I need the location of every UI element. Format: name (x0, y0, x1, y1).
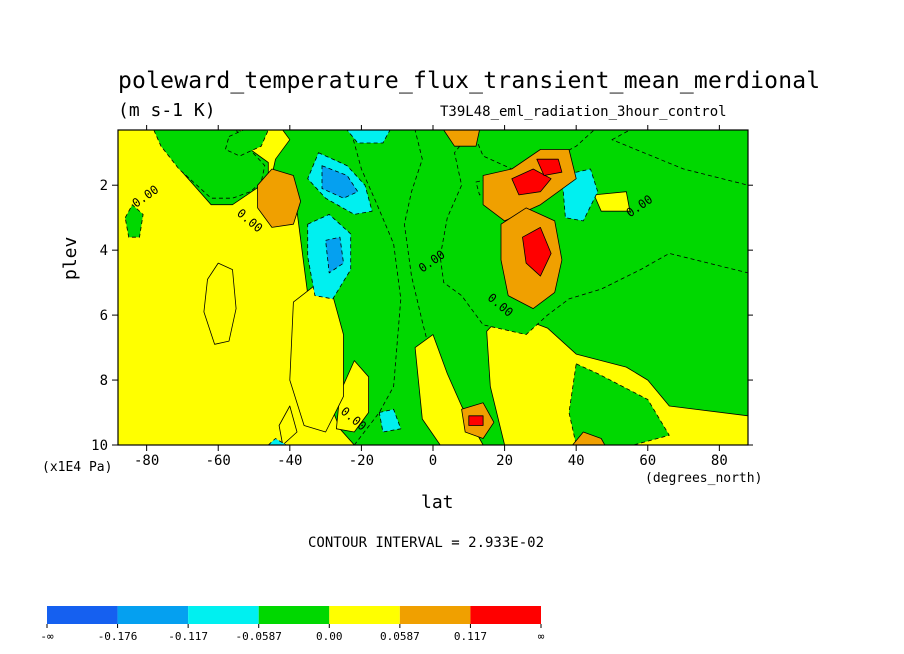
colorbar-label-2: -0.117 (168, 630, 208, 643)
contour-region-14 (593, 191, 631, 212)
y-axis-multiplier: (x1E4 Pa) (42, 460, 113, 475)
contour-region-13 (568, 363, 670, 445)
colorbar-label-7: ∞ (538, 630, 545, 643)
contour-region-6 (335, 360, 370, 433)
contour-region-21 (378, 408, 402, 433)
chart-title: poleward_temperature_flux_transient_mean… (118, 68, 821, 94)
x-tick-label-5: 20 (496, 453, 513, 469)
contour-region-32 (468, 415, 484, 426)
x-tick-label-7: 60 (639, 453, 656, 469)
colorbar-swatch-0 (47, 606, 118, 624)
contour-region-4 (278, 405, 298, 445)
colorbar-label-0: -∞ (40, 630, 54, 643)
y-tick-label-4: 10 (91, 438, 108, 454)
contour-region-3 (203, 262, 237, 345)
x-tick-label-2: -40 (277, 453, 302, 469)
x-axis-units: (degrees_north) (645, 471, 763, 486)
y-tick-label-3: 8 (100, 373, 108, 389)
contour-region-7 (224, 130, 269, 157)
colorbar-swatch-6 (470, 606, 541, 624)
contour-region-12 (611, 130, 748, 186)
x-tick-label-3: -20 (349, 453, 374, 469)
contour-region-10 (486, 311, 748, 445)
colorbar-label-6: 0.117 (454, 630, 487, 643)
y-tick-label-1: 4 (100, 243, 108, 259)
contour-region-30 (522, 226, 552, 277)
contour-region-26 (511, 168, 552, 196)
colorbar-label-3: -0.0587 (236, 630, 282, 643)
colorbar-label-4: 0.00 (316, 630, 343, 643)
colorbar-swatch-2 (188, 606, 259, 624)
colorbar-label-1: -0.176 (98, 630, 138, 643)
contour-region-24 (257, 168, 302, 228)
contour-interval: CONTOUR INTERVAL = 2.933E-02 (308, 535, 545, 551)
colorbar-swatch-3 (258, 606, 330, 624)
colorbar-label-5: 0.0587 (380, 630, 420, 643)
contour-label-6: 0.00 (312, 104, 344, 132)
contour-region-33 (572, 431, 606, 445)
contour-region-17 (321, 165, 359, 199)
contour-region-2 (350, 130, 470, 445)
colorbar-swatch-4 (329, 606, 400, 624)
x-tick-label-4: 0 (429, 453, 437, 469)
x-tick-label-0: -80 (134, 453, 159, 469)
y-tick-label-2: 6 (100, 308, 108, 324)
x-tick-label-8: 80 (711, 453, 728, 469)
contour-region-28 (443, 130, 480, 147)
colorbar-swatch-5 (399, 606, 471, 624)
contour-region-22 (267, 438, 287, 445)
dataset-name: T39L48_eml_radiation_3hour_control (440, 104, 727, 120)
x-tick-label-1: -60 (206, 453, 231, 469)
x-axis-label: lat (421, 492, 454, 513)
contour-fields: 0.000.000.000.000.000.000.00 (118, 104, 748, 445)
contour-region-5 (124, 204, 144, 238)
contour-region-19 (325, 236, 344, 274)
y-tick-label-0: 2 (100, 178, 108, 194)
contour-region-27 (536, 158, 563, 176)
colorbar-swatch-1 (117, 606, 189, 624)
chart-units: (m s-1 K) (118, 100, 216, 121)
contour-region-20 (346, 130, 391, 144)
x-tick-label-6: 40 (568, 453, 585, 469)
